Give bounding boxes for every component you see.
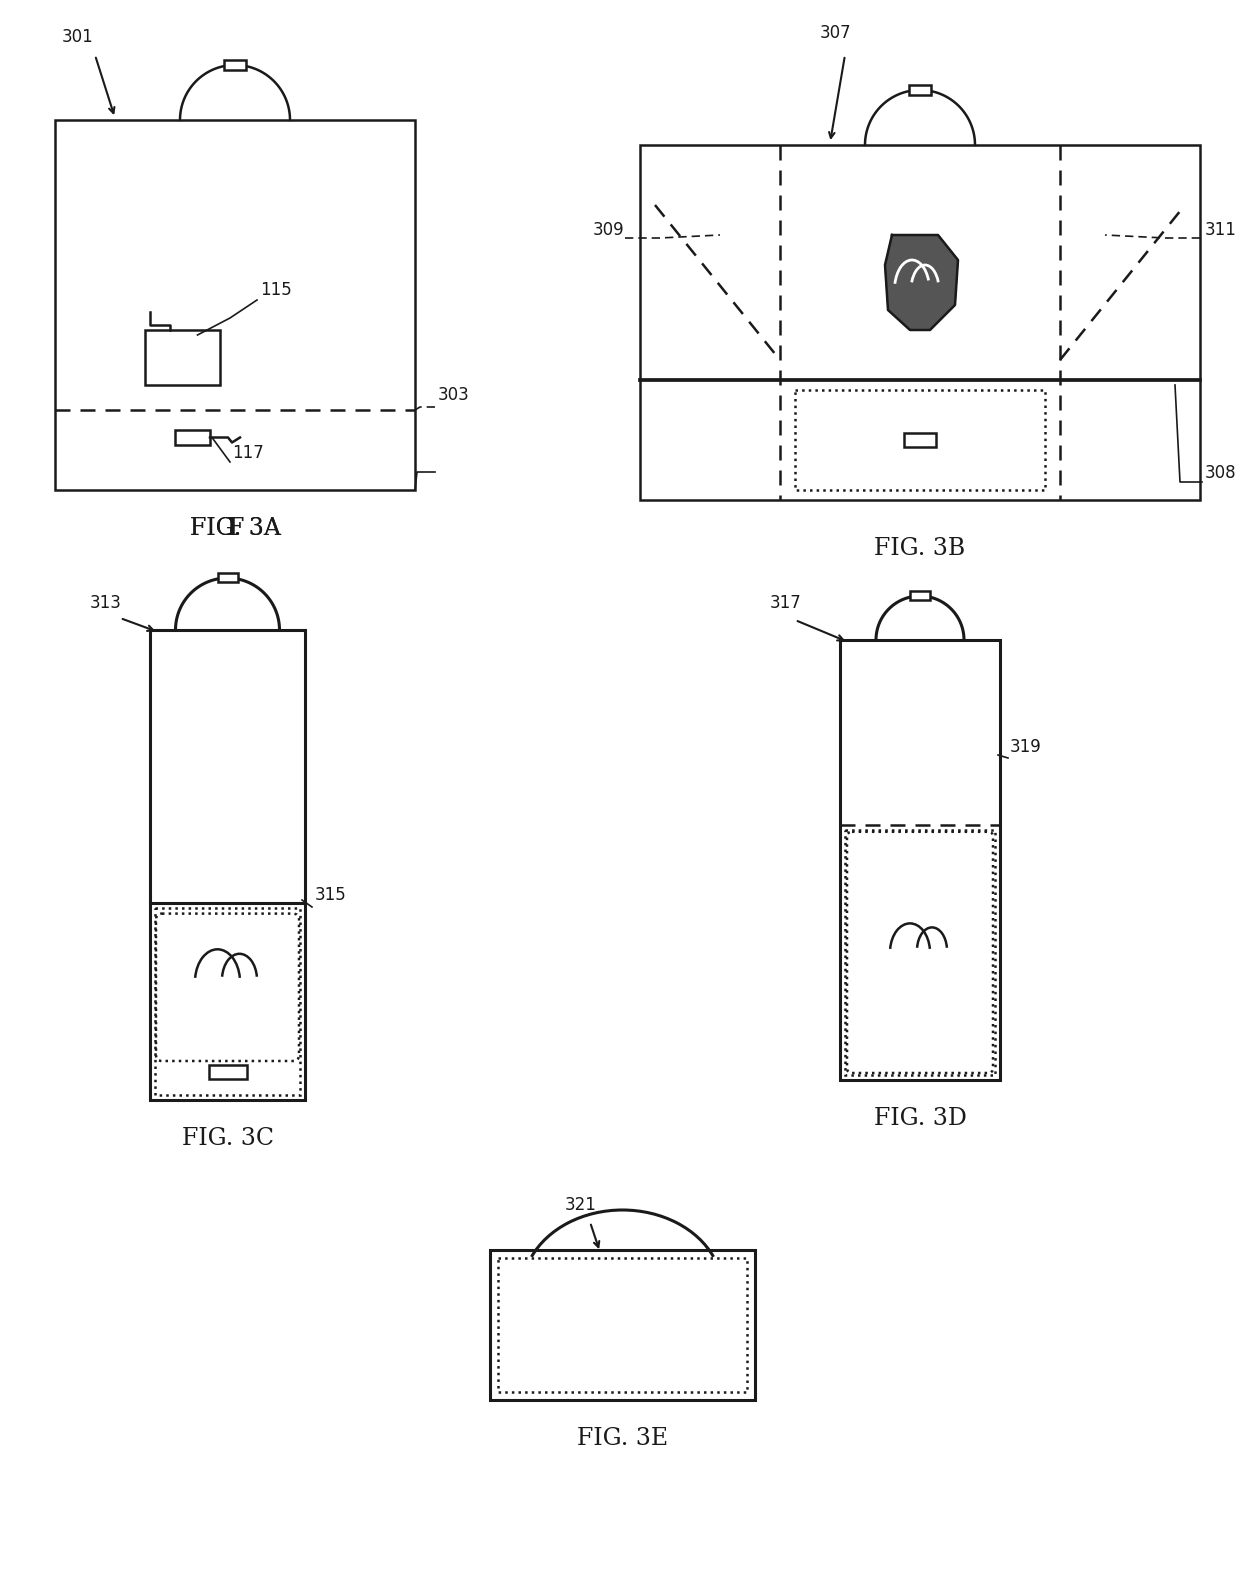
Text: FIG. 3B: FIG. 3B [874, 537, 966, 561]
Bar [145, 329, 219, 385]
Bar [224, 60, 246, 70]
Text: F: F [227, 516, 243, 540]
Bar [155, 908, 300, 1095]
Text: 311: 311 [1205, 222, 1236, 239]
Bar [498, 1258, 746, 1392]
Text: 308: 308 [1205, 464, 1236, 482]
Text: FIG. 3A: FIG. 3A [190, 516, 280, 540]
Text: FIG. 3D: FIG. 3D [873, 1107, 966, 1129]
Text: 115: 115 [260, 280, 291, 299]
Bar [904, 432, 936, 447]
Text: 117: 117 [232, 444, 264, 463]
Bar [175, 429, 210, 445]
Text: FIG. 3E: FIG. 3E [577, 1427, 668, 1449]
Text: 313: 313 [91, 594, 122, 611]
Text: 321: 321 [565, 1196, 596, 1213]
Bar [795, 390, 1045, 489]
Text: 309: 309 [593, 222, 624, 239]
Text: FIG. 3A: FIG. 3A [190, 516, 280, 540]
Text: 301: 301 [62, 29, 94, 46]
Text: 303: 303 [438, 386, 470, 404]
Text: 317: 317 [770, 594, 802, 611]
Bar [910, 591, 930, 600]
Bar [217, 573, 238, 581]
Bar [640, 146, 1200, 501]
Bar [490, 1250, 755, 1400]
Bar [208, 1064, 247, 1079]
Bar [844, 830, 994, 1076]
Text: 307: 307 [820, 24, 852, 43]
Bar [909, 86, 931, 95]
Bar [150, 630, 305, 1099]
Polygon shape [885, 234, 959, 329]
Text: FIG. 3C: FIG. 3C [181, 1126, 274, 1150]
Bar [839, 640, 999, 1080]
Text: 315: 315 [315, 885, 347, 904]
Bar [55, 120, 415, 489]
Text: 319: 319 [1011, 738, 1042, 756]
